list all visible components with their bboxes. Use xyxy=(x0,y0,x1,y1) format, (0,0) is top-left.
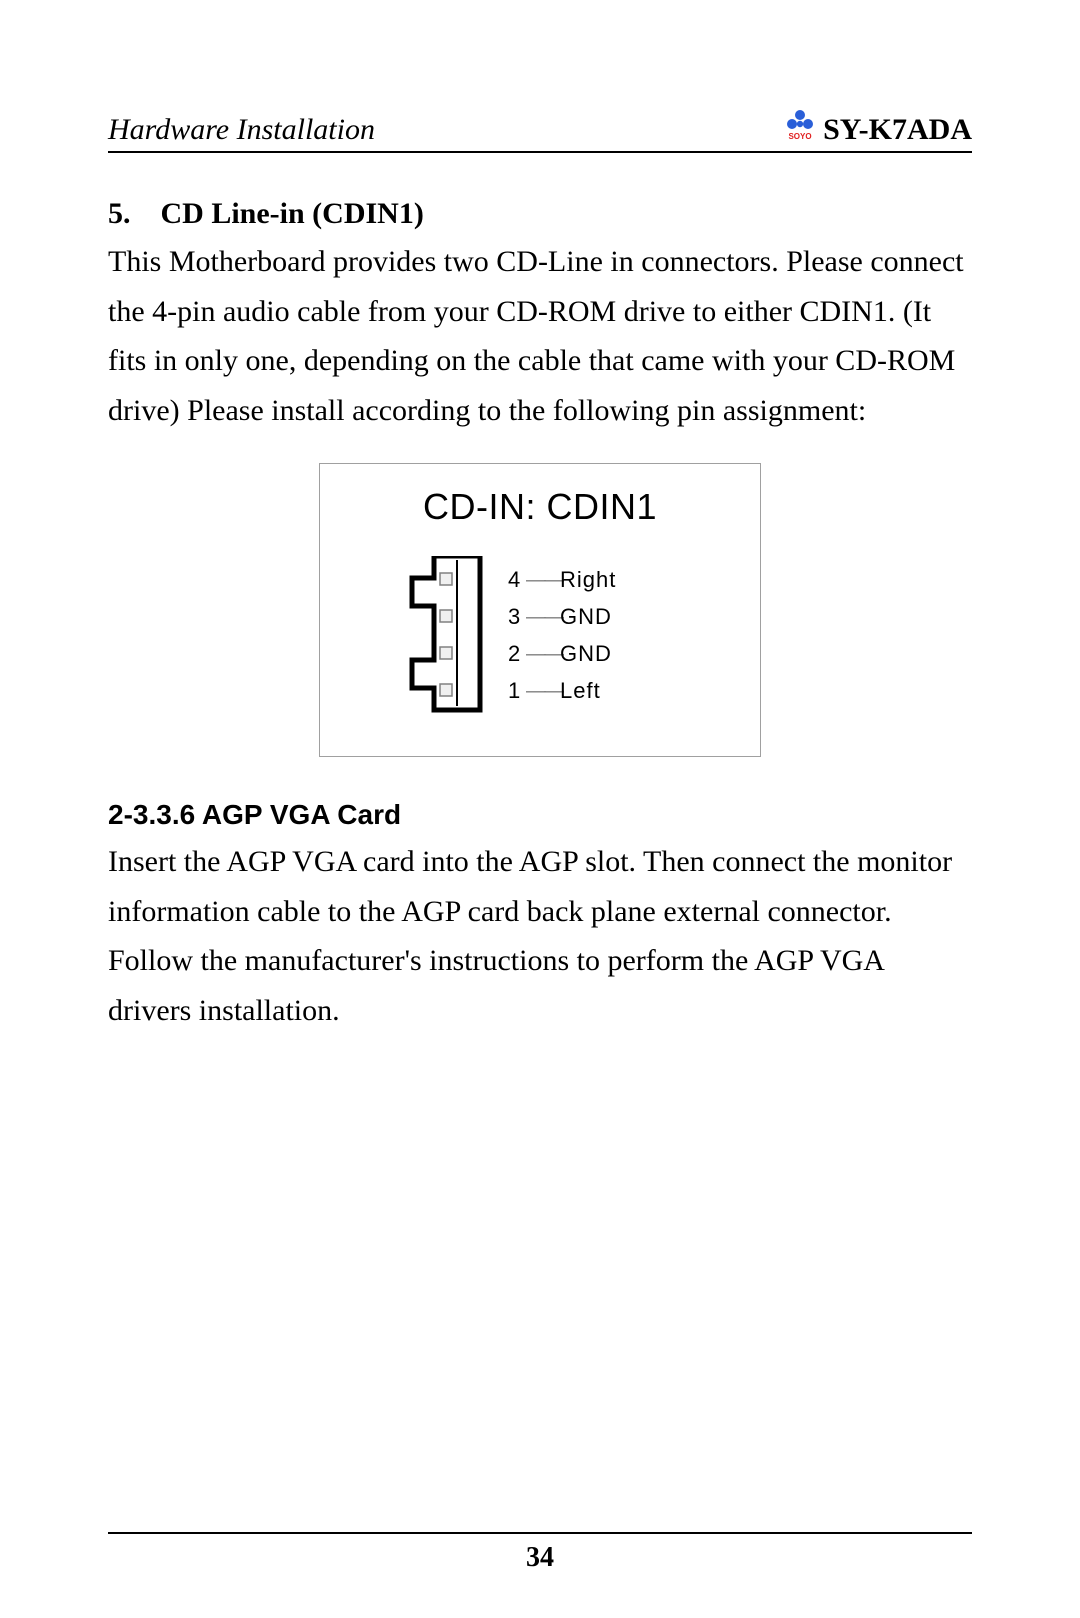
pin-label: GND xyxy=(560,641,612,667)
pin-row: 4 —— Right xyxy=(508,567,616,593)
section-2336-body2: Follow the manufacturer's instructions t… xyxy=(108,936,972,1035)
pin-number: 1 xyxy=(508,678,526,704)
pin-label: GND xyxy=(560,604,612,630)
pin-number: 3 xyxy=(508,604,526,630)
pin-dash-icon: —— xyxy=(526,680,560,703)
section-5-body: This Motherboard provides two CD-Line in… xyxy=(108,237,972,435)
pin-dash-icon: —— xyxy=(526,643,560,666)
figure-title: CD-IN: CDIN1 xyxy=(320,486,760,528)
section-2336-body1: Insert the AGP VGA card into the AGP slo… xyxy=(108,837,972,936)
footer-rule xyxy=(108,1532,972,1534)
figure-container: CD-IN: CDIN1 4 —— Right 3 —— xyxy=(108,463,972,757)
page: Hardware Installation SOYO SY-K7ADA 5. C… xyxy=(0,0,1080,1618)
header-left: Hardware Installation xyxy=(108,113,375,147)
pin-dash-icon: —— xyxy=(526,569,560,592)
connector-outline-icon xyxy=(402,556,492,726)
pin-label: Left xyxy=(560,678,601,704)
pin-dash-icon: —— xyxy=(526,606,560,629)
header-model: SY-K7ADA xyxy=(823,113,972,147)
cdin1-diagram: CD-IN: CDIN1 4 —— Right 3 —— xyxy=(319,463,761,757)
section-5-title: 5. CD Line-in (CDIN1) xyxy=(108,197,972,231)
pin-row: 1 —— Left xyxy=(508,678,601,704)
section-2336-title: 2-3.3.6 AGP VGA Card xyxy=(108,799,972,831)
pin-row: 3 —— GND xyxy=(508,604,612,630)
pin-row: 2 —— GND xyxy=(508,641,612,667)
page-header: Hardware Installation SOYO SY-K7ADA xyxy=(108,105,972,153)
header-right: SOYO SY-K7ADA xyxy=(783,105,972,147)
pin-number: 4 xyxy=(508,567,526,593)
soyo-logo-icon: SOYO xyxy=(783,107,817,149)
pin-number: 2 xyxy=(508,641,526,667)
pin-label: Right xyxy=(560,567,616,593)
svg-text:SOYO: SOYO xyxy=(789,132,812,141)
page-number: 34 xyxy=(0,1542,1080,1574)
